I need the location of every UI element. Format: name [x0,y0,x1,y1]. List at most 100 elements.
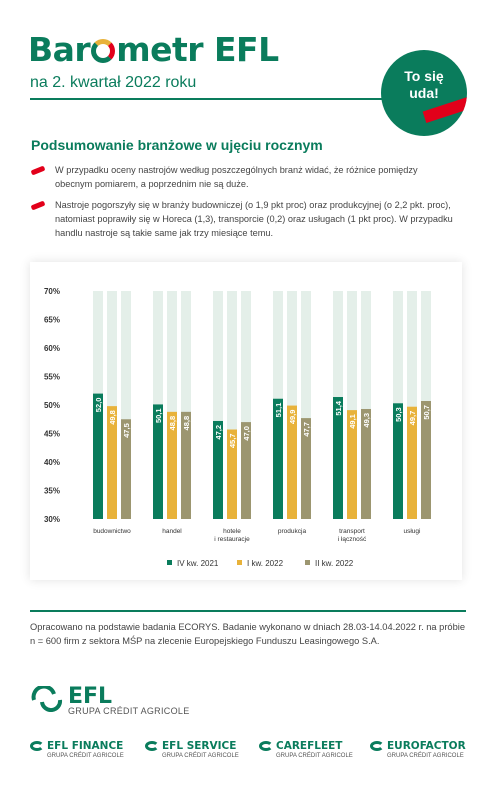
category-label: produkcja [278,528,307,535]
y-tick-label: 60% [44,344,60,353]
legend-swatch [167,560,172,565]
slogan-line-1: To się [404,68,444,84]
y-tick-label: 50% [44,401,60,410]
eurofactor-logo-icon [370,741,384,751]
bar-3 [301,418,311,519]
legend-label: II kw. 2022 [315,559,354,568]
footer-divider [30,610,466,612]
category-label: hotele [223,528,241,535]
data-label: 49,1 [348,414,357,429]
efl-service-logo-icon [145,741,159,751]
y-tick-label: 45% [44,430,60,439]
bar-2 [107,406,117,519]
data-label: 48,8 [182,416,191,431]
bar-1 [153,404,163,519]
brand-efl-finance: EFL FINANCE [47,740,124,752]
data-label: 52,0 [94,398,103,413]
legend-swatch [305,560,310,565]
data-label: 47,5 [122,423,131,438]
data-label: 45,7 [228,434,237,449]
data-label: 50,3 [394,407,403,422]
bar-3 [121,419,131,519]
data-label: 49,7 [408,411,417,426]
category-label: usługi [404,528,421,535]
bar-chart: 70% 65% 60% 55% 50% 45% 40% 35% 30% 52,0 49,8 47,5 b… [44,287,431,568]
bar-3 [181,411,191,519]
data-label: 51,1 [274,403,283,418]
category-label: budownictwo [93,528,131,535]
bar-2 [407,406,417,519]
data-label: 50,1 [154,408,163,423]
bar-1 [333,397,343,519]
data-label: 47,7 [302,422,311,437]
logo-text-end: metr EFL [116,30,279,69]
brand-eurofactor: EUROFACTOR [387,740,466,752]
category-label: i łączność [338,536,367,543]
bar-2 [167,411,177,519]
data-label: 51,4 [334,400,343,415]
bar-background [407,291,417,519]
brand-efl-finance-group: GRUPA CRÉDIT AGRICOLE [47,753,124,759]
bar-background [227,291,237,519]
bar-background [121,291,131,519]
category-label: i restauracje [214,536,250,543]
brand-carefleet-group: GRUPA CRÉDIT AGRICOLE [276,753,353,759]
brand-efl-service-group: GRUPA CRÉDIT AGRICOLE [162,753,239,759]
efl-brand-name: EFL [68,684,113,709]
efl-logo-icon [31,686,63,712]
bar-background [241,291,251,519]
page-subtitle: na 2. kwartał 2022 roku [30,74,197,91]
bar-background [213,291,223,519]
y-tick-label: 70% [44,287,60,296]
efl-finance-logo-icon [30,741,44,751]
bullet-icon [30,200,46,211]
bar-background [107,291,117,519]
logo-o-ring-icon [91,39,116,63]
y-tick-label: 55% [44,373,60,382]
bar-1 [213,420,223,519]
paragraph-1: W przypadku oceny nastrojów według poszc… [55,165,418,189]
efl-group-name: GRUPA CRÉDIT AGRICOLE [68,706,190,716]
bar-1 [93,393,103,519]
data-label: 50,7 [422,405,431,420]
data-label: 49,3 [362,413,371,428]
legend-label: I kw. 2022 [247,559,284,568]
logo-text-start: Bar [28,30,91,69]
bar-background [167,291,177,519]
bar-3 [421,401,431,519]
category-label: handel [162,528,182,535]
brand-efl-service: EFL SERVICE [162,740,237,752]
y-tick-label: 30% [44,515,60,524]
bar-2 [347,410,357,519]
bar-background [301,291,311,519]
bar-3 [241,422,251,519]
category-label: transport [339,528,365,535]
methodology-note: Opracowano na podstawie badania ECORYS. … [30,622,466,646]
bar-3 [361,408,371,519]
carefleet-logo-icon [259,741,273,751]
bar-1 [393,403,403,519]
data-label: 49,9 [288,410,297,425]
bar-background [287,291,297,519]
y-tick-label: 65% [44,316,60,325]
bar-background [361,291,371,519]
bar-background [347,291,357,519]
y-tick-label: 40% [44,458,60,467]
brand-carefleet: CAREFLEET [276,740,343,752]
y-tick-label: 35% [44,487,60,496]
bullet-icon [30,165,46,176]
bar-2 [227,429,237,519]
section-title: Podsumowanie branżowe w ujęciu rocznym [31,137,323,153]
barometr-logo: Bar metr EFL [28,30,279,69]
legend-swatch [237,560,242,565]
header-divider [30,98,382,100]
slogan-line-2: uda! [409,85,439,101]
data-label: 49,8 [108,410,117,425]
paragraph-2: Nastroje pogorszyły się w branży budowni… [55,200,453,238]
slogan-badge: To się uda! [381,50,467,136]
chart-card: 70% 65% 60% 55% 50% 45% 40% 35% 30% 52,0 49,8 47,5 b… [30,262,462,580]
brand-eurofactor-group: GRUPA CRÉDIT AGRICOLE [387,753,464,759]
data-label: 47,0 [242,426,251,441]
bar-1 [273,398,283,519]
legend-label: IV kw. 2021 [177,559,219,568]
